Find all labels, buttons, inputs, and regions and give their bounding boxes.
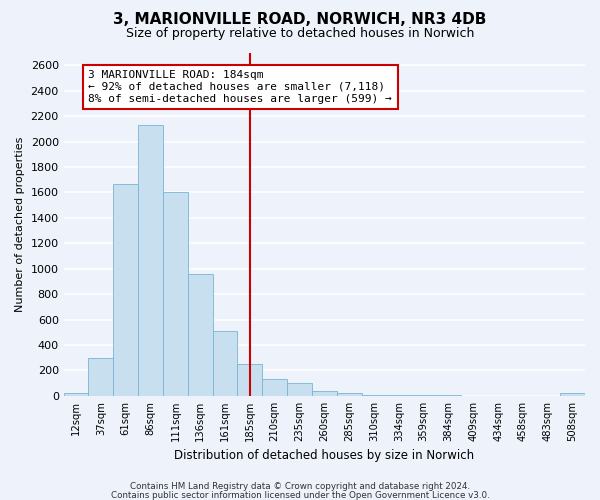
Bar (212, 331, 238, 396)
Text: Contains public sector information licensed under the Open Government Licence v3: Contains public sector information licen… (110, 490, 490, 500)
Text: 3, MARIONVILLE ROAD, NORWICH, NR3 4DB: 3, MARIONVILLE ROAD, NORWICH, NR3 4DB (113, 12, 487, 28)
Text: 3 MARIONVILLE ROAD: 184sqm
← 92% of detached houses are smaller (7,118)
8% of se: 3 MARIONVILLE ROAD: 184sqm ← 92% of deta… (88, 70, 392, 104)
Bar (560, 394, 585, 396)
Bar (88, 358, 113, 396)
Bar (312, 391, 337, 396)
Text: Size of property relative to detached houses in Norwich: Size of property relative to detached ho… (126, 28, 474, 40)
Bar (362, 394, 386, 396)
Bar (64, 394, 88, 396)
Bar (138, 125, 163, 396)
Bar (113, 184, 138, 396)
Y-axis label: Number of detached properties: Number of detached properties (15, 136, 25, 312)
Bar (163, 192, 188, 396)
Text: Contains HM Land Registry data © Crown copyright and database right 2024.: Contains HM Land Registry data © Crown c… (130, 482, 470, 491)
X-axis label: Distribution of detached houses by size in Norwich: Distribution of detached houses by size … (174, 450, 475, 462)
Bar (188, 274, 212, 396)
Bar (238, 364, 262, 396)
Bar (337, 394, 362, 396)
Bar (262, 380, 287, 396)
Bar (287, 383, 312, 396)
